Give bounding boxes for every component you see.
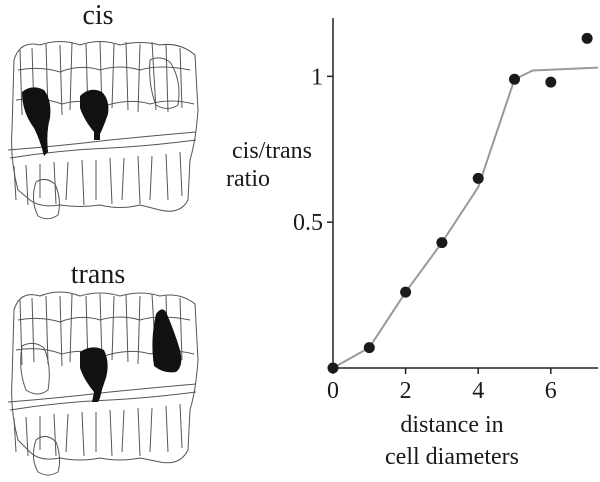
y-tick-label: 1 xyxy=(311,64,323,90)
tick-marks xyxy=(327,75,552,374)
trans-illustration xyxy=(7,291,199,476)
x-tick-label: 4 xyxy=(472,378,484,404)
trans-labeled-cell-right xyxy=(152,309,182,373)
data-point xyxy=(400,286,412,298)
data-point xyxy=(363,342,375,354)
trans-label: trans xyxy=(71,259,125,290)
fit-line-group xyxy=(332,66,599,369)
cis-labeled-cell-left xyxy=(22,87,51,156)
x-tick-label: 0 xyxy=(327,378,339,404)
data-point xyxy=(327,362,339,374)
tick-labels: 0 2 4 6 0.5 1 xyxy=(293,64,557,404)
data-point xyxy=(581,32,593,44)
cis-labeled-cell-right xyxy=(80,89,109,140)
cis-label: cis xyxy=(82,0,113,31)
data-point xyxy=(472,172,484,184)
y-tick-label: 0.5 xyxy=(293,210,323,236)
x-tick-label: 2 xyxy=(400,378,412,404)
data-points xyxy=(327,32,593,374)
data-point xyxy=(509,73,521,85)
data-point xyxy=(436,237,448,249)
x-axis-label-line1: distance in xyxy=(400,412,503,438)
chart: 0 2 4 6 0.5 1 cis/trans ratio distance in cel… xyxy=(226,18,599,470)
data-point xyxy=(545,76,557,88)
trans-labeled-cell-left xyxy=(80,347,108,402)
x-axis-label-line2: cell diameters xyxy=(385,444,519,470)
x-tick-label: 6 xyxy=(545,378,557,404)
fit-line xyxy=(332,66,599,369)
y-axis-label-line1: cis/trans xyxy=(232,138,312,164)
y-axis-label-line2: ratio xyxy=(226,166,270,192)
